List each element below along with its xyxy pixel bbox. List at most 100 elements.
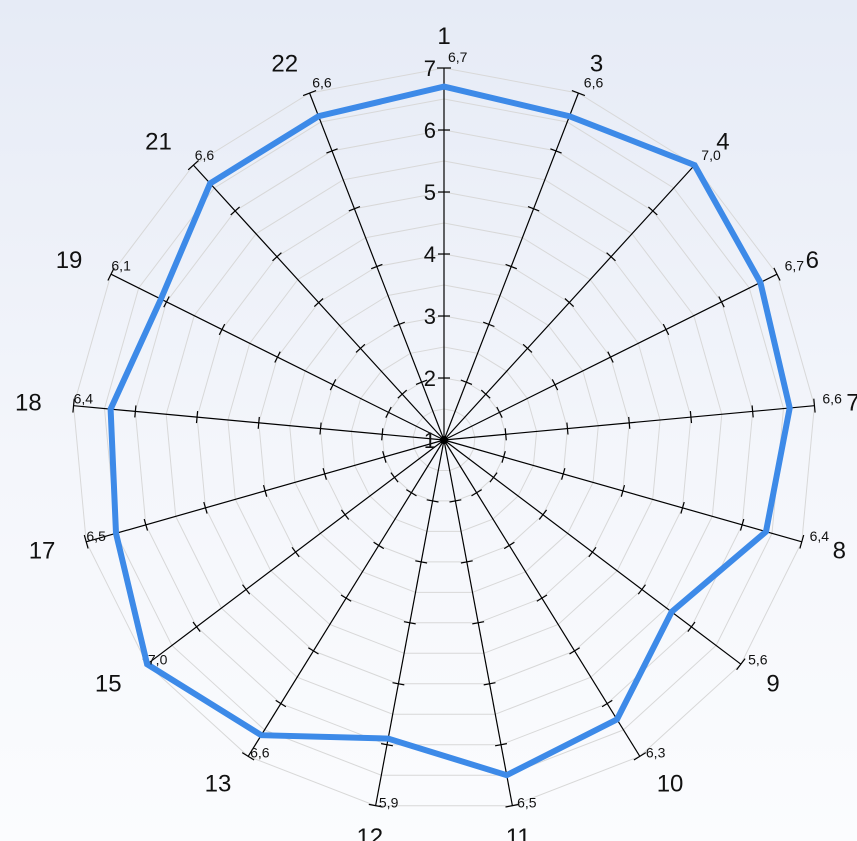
axis-tick [620,484,626,497]
axis-tick [566,422,569,435]
axis-tick [302,90,317,97]
series-polygon [107,83,793,779]
axis-tick [381,428,384,441]
axis-label: 1 [437,23,450,50]
axis-tick [415,560,428,564]
scale-label: 3 [424,304,436,329]
axis-tick [551,379,559,391]
value-label: 6,5 [517,795,537,811]
axis-tick [687,621,696,632]
grid-ring [412,408,476,471]
axis-tick [647,206,658,216]
axis-label: 15 [95,671,122,698]
scale-label: 7 [424,56,436,81]
axis-tick [390,472,399,483]
axis-tick [536,594,548,602]
axis-tick [538,509,548,520]
axis-tick [718,296,725,308]
axis-label: 6 [806,247,819,274]
axis-tick [522,343,533,353]
axis-tick [218,323,226,336]
axis-tick [426,499,439,503]
axis-tick [480,389,491,399]
value-label: 6,6 [250,745,270,761]
axis-tick [241,752,255,761]
grid-ring [350,346,538,532]
axis-label: 7 [846,390,857,417]
axis-label: 13 [205,771,232,798]
axis-tick [393,321,406,328]
axis-tick [203,501,208,514]
center-dot [440,436,448,444]
grid-ring [227,222,661,654]
axis-tick [633,752,647,761]
axis-tick [275,699,287,708]
axis-tick [242,584,251,595]
scale-label: 4 [424,242,436,267]
grid-ring [319,315,569,563]
axis-tick [550,148,562,154]
axis-tick [403,621,416,625]
axis-tick [637,584,646,595]
axis-tick [348,206,361,212]
axis-label: 10 [657,771,684,798]
axis-tick [689,411,693,424]
axis-tick [397,389,408,399]
axis-tick [773,267,781,281]
value-labels: 6,7 6,6 7,0 6,7 6,6 6,4 5,6 6,3 6,5 5,9 6,6 7,0 6,5 6… [74,49,842,811]
value-label: 6,6 [822,390,842,406]
axis-label: 12 [356,824,383,841]
axis-label: 11 [506,824,531,841]
axis-tick [662,323,670,336]
axis-tick [564,298,575,308]
value-label: 6,3 [646,745,666,761]
axis-tick [489,472,498,483]
value-label: 6,7 [448,49,468,65]
axis-tick [230,206,241,216]
axis-tick [329,379,337,391]
axes [72,67,816,808]
axis-tick [496,406,503,418]
axis-tick [83,534,89,549]
axis-tick [571,90,586,97]
axis-tick [505,803,520,808]
axis-tick [340,594,352,602]
axis-tick [380,743,394,747]
axis-tick [134,405,137,418]
axis-tick [482,321,495,328]
axis-tick [569,647,581,655]
scale-label: 5 [424,180,436,205]
scale-label: 2 [424,366,436,391]
axis-tick [588,546,597,558]
axis-tick [319,422,322,435]
axis-tick [163,296,170,308]
axis-tick [313,298,324,308]
axis-tick [262,484,268,497]
axis-tick [494,743,508,747]
grid-ring [258,253,630,624]
axis-tick [192,621,201,632]
axis-label: 4 [716,128,729,155]
axis-label: 8 [833,538,846,565]
axis-tick [736,658,746,671]
value-label: 6,6 [312,74,332,90]
axis-label: 9 [766,671,779,698]
axis-tick [739,518,745,531]
axis-tick [607,351,614,363]
axis-label: 22 [271,50,298,77]
axis-tick [257,416,260,429]
grid-ring [381,377,507,502]
axis-tick [368,803,383,808]
value-label: 6,5 [86,528,106,544]
axis-tick [274,351,281,363]
axis-label: 17 [29,538,56,565]
axis-tick [504,428,507,441]
value-label: 5,9 [379,795,399,811]
value-label: 7,0 [701,147,721,163]
axis-tick [392,682,405,686]
axis-label: 18 [15,390,42,417]
axis-tick [322,468,327,480]
axis-tick [503,541,515,550]
